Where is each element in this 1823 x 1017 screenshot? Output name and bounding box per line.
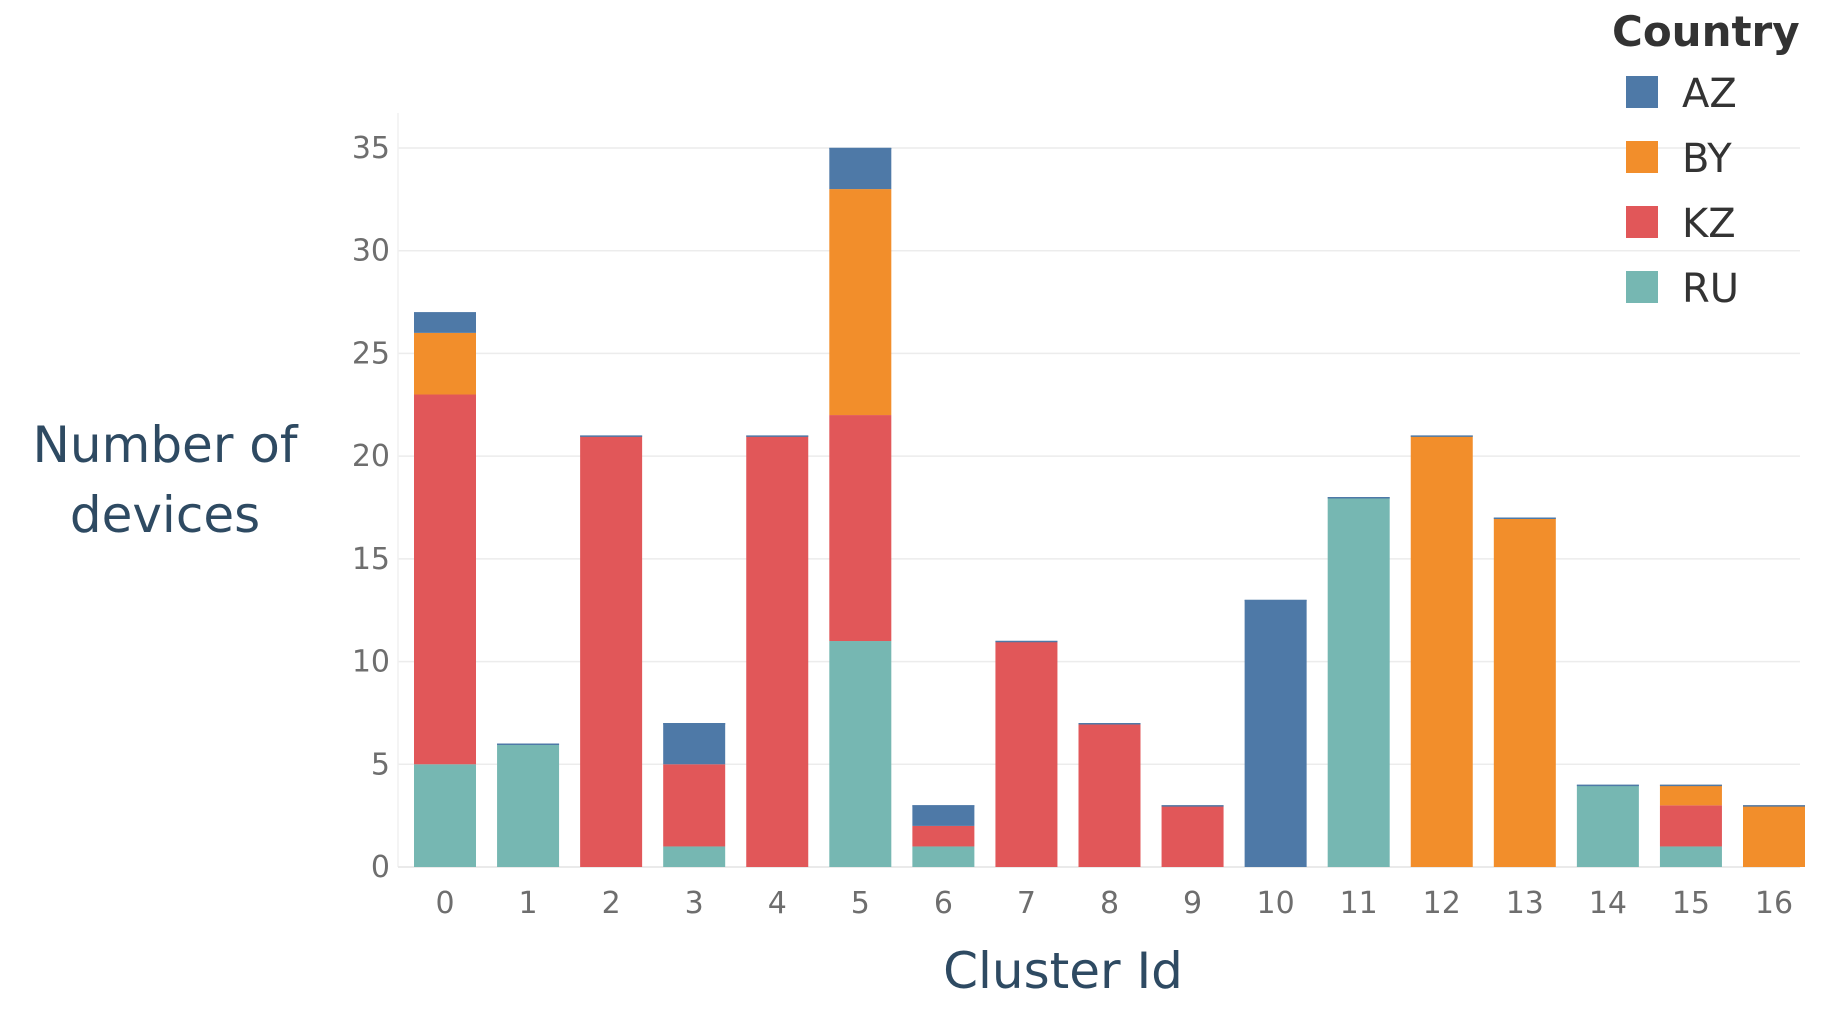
y-tick-label-20: 20 — [352, 439, 390, 474]
legend-item-ru[interactable]: RU — [1626, 266, 1739, 312]
x-axis-title: Cluster Id — [943, 942, 1183, 1000]
bar-group-cluster-16 — [1743, 805, 1805, 867]
bar-group-cluster-1 — [497, 743, 560, 867]
y-tick-label-0: 0 — [371, 850, 390, 885]
legend-swatch-by — [1626, 141, 1658, 173]
x-tick-label-2: 2 — [602, 886, 621, 921]
x-tick-label-12: 12 — [1423, 886, 1461, 921]
legend-swatch-ru — [1626, 271, 1658, 303]
bar-segment-kz-cluster-4[interactable] — [746, 435, 809, 867]
x-tick-label-4: 4 — [768, 886, 787, 921]
bar-group-cluster-4 — [746, 435, 809, 867]
bar-segment-kz-cluster-8[interactable] — [1078, 723, 1141, 867]
bar-segment-az-cluster-0[interactable] — [414, 312, 476, 333]
y-axis-title-line-2: devices — [70, 486, 260, 544]
bar-segment-ru-cluster-3[interactable] — [663, 846, 726, 867]
bar-group-cluster-0 — [414, 312, 476, 867]
y-tick-label-25: 25 — [352, 336, 390, 371]
legend-label-ru: RU — [1682, 266, 1739, 312]
bar-group-cluster-14 — [1576, 784, 1639, 867]
x-tick-label-14: 14 — [1589, 886, 1627, 921]
legend-item-by[interactable]: BY — [1626, 136, 1732, 182]
legend-label-az: AZ — [1682, 71, 1737, 117]
y-tick-label-5: 5 — [371, 747, 390, 782]
x-tick-label-7: 7 — [1017, 886, 1036, 921]
x-tick-label-1: 1 — [519, 886, 538, 921]
bar-segment-by-cluster-13[interactable] — [1493, 517, 1556, 867]
bar-segment-ru-cluster-11[interactable] — [1327, 497, 1390, 867]
x-tick-label-3: 3 — [685, 886, 704, 921]
bar-group-cluster-5 — [829, 147, 892, 867]
bar-segment-kz-cluster-3[interactable] — [663, 764, 726, 847]
x-tick-label-11: 11 — [1340, 886, 1378, 921]
axis-titles: Cluster Id Number of devices — [33, 416, 1183, 1000]
bar-segment-by-cluster-0[interactable] — [414, 332, 476, 395]
bar-segment-kz-cluster-5[interactable] — [829, 415, 892, 642]
bar-segment-az-cluster-10[interactable] — [1244, 599, 1307, 867]
y-tick-label-30: 30 — [352, 234, 390, 269]
bar-segment-by-cluster-12[interactable] — [1410, 435, 1473, 867]
bar-segment-kz-cluster-7[interactable] — [995, 641, 1058, 867]
x-tick-label-10: 10 — [1257, 886, 1295, 921]
bar-segment-by-cluster-15[interactable] — [1659, 784, 1722, 806]
x-tick-label-8: 8 — [1100, 886, 1119, 921]
legend-label-kz: KZ — [1682, 201, 1736, 247]
bar-group-cluster-8 — [1078, 722, 1141, 867]
x-axis-ticks: 0 1 2 3 4 5 6 7 8 9 10 11 12 13 14 15 16 — [435, 886, 1793, 921]
bar-segment-ru-cluster-0[interactable] — [414, 764, 476, 867]
bars — [414, 147, 1805, 867]
y-axis-ticks: 0 5 10 15 20 25 30 35 — [352, 131, 390, 885]
x-tick-label-9: 9 — [1183, 886, 1202, 921]
bar-segment-ru-cluster-6[interactable] — [912, 846, 975, 867]
bar-group-cluster-3 — [663, 722, 726, 867]
bar-segment-az-cluster-3[interactable] — [663, 723, 726, 765]
bar-group-cluster-10 — [1244, 599, 1307, 867]
legend-swatch-kz — [1626, 206, 1658, 238]
bar-segment-by-cluster-5[interactable] — [829, 189, 892, 416]
y-axis-title-line-1: Number of — [33, 416, 299, 474]
bar-segment-az-cluster-5[interactable] — [829, 148, 892, 190]
legend: Country AZ BY KZ RU — [1612, 7, 1800, 312]
bar-segment-kz-cluster-0[interactable] — [414, 394, 476, 765]
bar-group-cluster-11 — [1327, 496, 1390, 867]
bar-group-cluster-15 — [1659, 784, 1722, 867]
legend-swatch-az — [1626, 76, 1658, 108]
x-tick-label-16: 16 — [1755, 886, 1793, 921]
y-tick-label-35: 35 — [352, 131, 390, 166]
bar-segment-by-cluster-16[interactable] — [1743, 805, 1805, 867]
bar-segment-ru-cluster-1[interactable] — [497, 743, 560, 867]
bar-group-cluster-12 — [1410, 435, 1473, 867]
legend-item-az[interactable]: AZ — [1626, 71, 1737, 117]
legend-label-by: BY — [1682, 136, 1732, 182]
bar-segment-kz-cluster-15[interactable] — [1659, 805, 1722, 847]
x-tick-label-13: 13 — [1506, 886, 1544, 921]
bar-segment-ru-cluster-14[interactable] — [1576, 784, 1639, 867]
bar-group-cluster-2 — [580, 435, 643, 867]
x-tick-label-6: 6 — [934, 886, 953, 921]
legend-title: Country — [1612, 7, 1800, 56]
bar-segment-ru-cluster-15[interactable] — [1659, 846, 1722, 867]
x-tick-label-0: 0 — [435, 886, 454, 921]
bar-segment-az-cluster-6[interactable] — [912, 805, 975, 826]
bar-group-cluster-6 — [912, 805, 975, 867]
bar-segment-kz-cluster-2[interactable] — [580, 435, 643, 867]
legend-item-kz[interactable]: KZ — [1626, 201, 1736, 247]
bar-group-cluster-9 — [1161, 805, 1224, 867]
x-tick-label-15: 15 — [1672, 886, 1710, 921]
bar-segment-ru-cluster-5[interactable] — [829, 641, 892, 867]
x-tick-label-5: 5 — [851, 886, 870, 921]
bar-group-cluster-13 — [1493, 517, 1556, 867]
bar-group-cluster-7 — [995, 640, 1058, 867]
bar-segment-kz-cluster-9[interactable] — [1161, 805, 1224, 867]
y-tick-label-15: 15 — [352, 542, 390, 577]
y-tick-label-10: 10 — [352, 645, 390, 680]
bar-segment-kz-cluster-6[interactable] — [912, 825, 975, 847]
